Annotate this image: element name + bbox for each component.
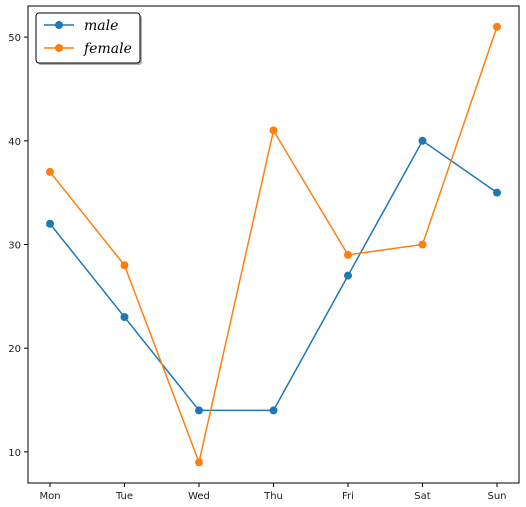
series-layer xyxy=(46,22,501,467)
data-point-male xyxy=(120,313,129,322)
legend-label-female: female xyxy=(83,41,132,57)
legend: male female xyxy=(35,12,142,65)
x-tick-label: Tue xyxy=(115,491,133,502)
legend-marker-female xyxy=(55,44,63,52)
y-tick-label: 20 xyxy=(8,344,21,355)
x-tick-label: Wed xyxy=(188,491,210,502)
x-tick-label: Fri xyxy=(342,491,354,502)
x-axis: Mon Tue Wed Thu Fri Sat Sun xyxy=(39,483,507,502)
data-point-female xyxy=(269,126,278,135)
legend-marker-male xyxy=(55,21,63,29)
series-line-male xyxy=(49,139,498,412)
y-axis: 10 20 30 40 50 xyxy=(8,33,28,459)
data-point-male xyxy=(344,271,352,280)
y-tick-label: 40 xyxy=(8,137,21,148)
data-point-female xyxy=(120,261,129,270)
y-tick-label: 10 xyxy=(8,448,21,459)
data-point-female xyxy=(493,22,501,31)
data-point-female xyxy=(418,240,427,249)
y-tick-label: 30 xyxy=(8,241,21,252)
data-point-male xyxy=(493,188,501,197)
data-point-male xyxy=(46,219,54,228)
data-point-female xyxy=(46,167,54,176)
x-tick-label: Sat xyxy=(414,491,430,502)
legend-label-male: male xyxy=(84,18,118,34)
x-tick-label: Thu xyxy=(263,491,283,502)
data-point-male xyxy=(269,406,278,415)
x-tick-label: Mon xyxy=(39,491,60,502)
data-point-male xyxy=(418,136,427,145)
data-point-female xyxy=(344,250,352,259)
series-line-female xyxy=(49,26,498,465)
data-point-female xyxy=(195,458,203,467)
y-tick-label: 50 xyxy=(8,33,21,44)
x-tick-label: Sun xyxy=(487,491,506,502)
data-point-male xyxy=(195,406,203,415)
